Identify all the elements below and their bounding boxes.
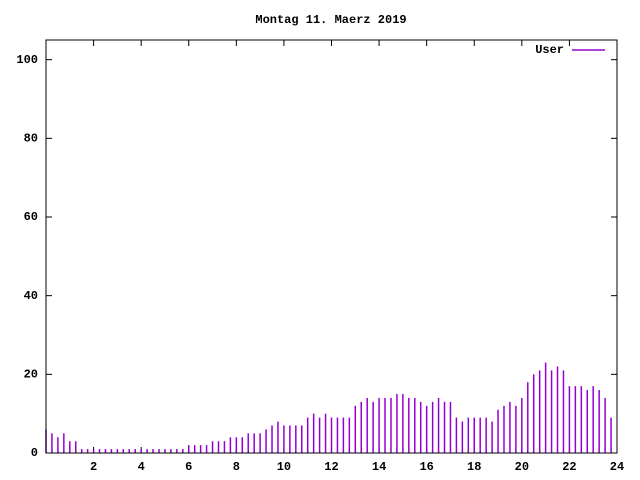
x-tick-label: 12	[324, 460, 338, 474]
y-tick-label: 40	[24, 289, 38, 303]
chart-title: Montag 11. Maerz 2019	[255, 13, 406, 27]
x-tick-label: 10	[277, 460, 291, 474]
x-tick-label: 16	[419, 460, 433, 474]
x-tick-label: 24	[610, 460, 624, 474]
y-tick-label: 0	[31, 446, 38, 460]
x-tick-label: 14	[372, 460, 386, 474]
legend-label: User	[535, 43, 564, 57]
x-tick-label: 20	[515, 460, 529, 474]
x-tick-label: 2	[90, 460, 97, 474]
y-tick-label: 60	[24, 210, 38, 224]
x-tick-label: 4	[138, 460, 145, 474]
x-tick-label: 6	[185, 460, 192, 474]
y-tick-label: 80	[24, 132, 38, 146]
plot-border	[45, 39, 618, 454]
y-tick-label: 20	[24, 368, 38, 382]
y-tick-label: 100	[16, 53, 38, 67]
x-tick-label: 22	[562, 460, 576, 474]
x-tick-label: 8	[233, 460, 240, 474]
x-tick-label: 18	[467, 460, 481, 474]
